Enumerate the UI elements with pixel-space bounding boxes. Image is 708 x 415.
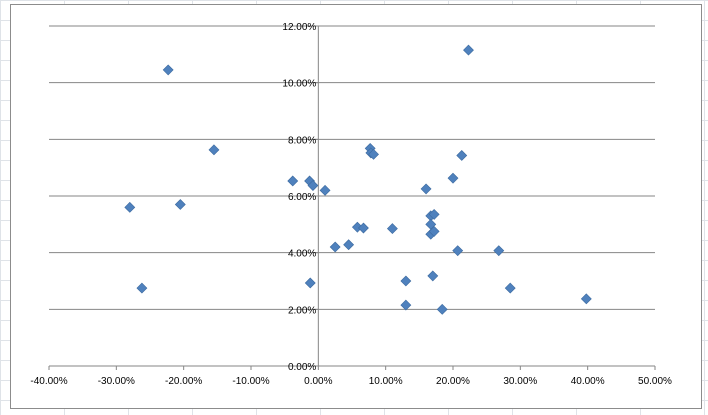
x-tick-label: 10.00% (369, 376, 403, 387)
data-point-29[interactable] (452, 245, 464, 257)
data-point-19[interactable] (400, 299, 412, 311)
scatter-plot: 0.00% 2.00% 4.00% 6.00% 8.00% 10.00% 12.00% -4… (30, 22, 672, 387)
data-point-31[interactable] (463, 44, 474, 56)
data-point-2[interactable] (162, 64, 174, 76)
x-tick-label: 40.00% (571, 376, 605, 387)
data-point-7[interactable] (307, 180, 319, 191)
x-tick-label: 30.00% (503, 376, 537, 387)
data-point-9[interactable] (319, 184, 331, 196)
y-tick-label: 2.00% (288, 305, 316, 316)
y-tick-label: 12.00% (282, 22, 316, 33)
x-tick-label: -10.00% (232, 376, 269, 387)
data-point-17[interactable] (386, 223, 398, 235)
data-points (124, 44, 592, 315)
x-tick-label: -40.00% (30, 376, 67, 387)
x-tick-label: 20.00% (436, 376, 470, 387)
data-point-24[interactable] (428, 208, 440, 220)
axes (48, 25, 656, 370)
data-point-16[interactable] (368, 148, 379, 160)
data-point-25[interactable] (428, 225, 440, 237)
x-tick-label: -20.00% (165, 376, 202, 387)
y-tick-label: 4.00% (288, 249, 316, 260)
data-point-11[interactable] (343, 239, 355, 251)
data-point-33[interactable] (504, 282, 516, 294)
data-point-3[interactable] (174, 199, 186, 210)
data-point-26[interactable] (427, 270, 439, 282)
y-axis-tick-labels: 0.00% 2.00% 4.00% 6.00% 8.00% 10.00% 12.00% (282, 22, 316, 373)
data-point-28[interactable] (447, 172, 459, 184)
data-point-1[interactable] (136, 282, 148, 294)
data-point-34[interactable] (580, 293, 592, 305)
data-point-0[interactable] (124, 201, 136, 213)
data-point-10[interactable] (329, 241, 341, 253)
y-tick-label: 10.00% (282, 79, 316, 90)
data-point-32[interactable] (493, 245, 505, 257)
x-tick-label: 50.00% (638, 376, 672, 387)
data-point-20[interactable] (420, 183, 432, 195)
y-tick-label: 0.00% (288, 362, 316, 373)
data-point-18[interactable] (400, 275, 412, 287)
data-point-13[interactable] (358, 222, 369, 234)
data-point-30[interactable] (456, 150, 468, 161)
chart-area[interactable]: 0.00% 2.00% 4.00% 6.00% 8.00% 10.00% 12.00% -4… (10, 4, 702, 409)
x-axis-tick-labels: -40.00% -30.00% -20.00% -10.00% 0.00% 10.00% 2… (30, 376, 672, 387)
data-point-4[interactable] (208, 144, 220, 156)
y-tick-label: 6.00% (288, 192, 316, 203)
x-tick-label: 0.00% (304, 376, 332, 387)
gridlines (49, 25, 655, 310)
data-point-5[interactable] (287, 175, 299, 187)
x-tick-label: -30.00% (98, 376, 135, 387)
data-point-27[interactable] (436, 303, 448, 315)
y-tick-label: 8.00% (288, 135, 316, 146)
data-point-8[interactable] (304, 277, 316, 289)
